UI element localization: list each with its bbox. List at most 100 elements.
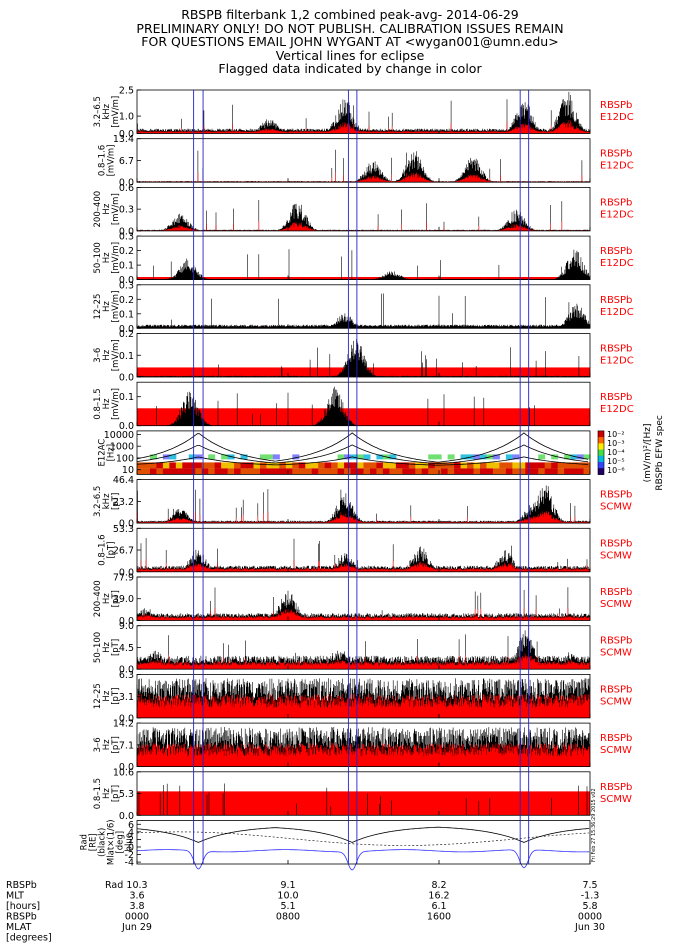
spec-cell: [143, 462, 151, 469]
instrument-label: SCMW: [600, 648, 632, 659]
colorbar-label-2: RBSPb EFW spec: [655, 415, 665, 491]
axis-value: 1600: [427, 912, 451, 923]
y-tick-label: 10000: [104, 430, 134, 441]
spec-cell: [492, 462, 500, 469]
spec-cell: [253, 468, 261, 475]
spec-cell: [479, 468, 487, 475]
instrument-label: E12DC: [600, 404, 634, 415]
spec-cell: [253, 462, 261, 469]
spec-cell: [467, 462, 475, 469]
axis-value: 10.3: [126, 880, 147, 891]
y-label-line: Mlat×(1/6): [107, 819, 117, 865]
y-label-line: [mV/m]: [111, 291, 121, 323]
instrument-label: SCMW: [600, 745, 632, 756]
y-label-line: Hz: [102, 349, 112, 360]
black-signal: [136, 587, 590, 621]
y-label-line: 0.8–1.6: [98, 534, 108, 565]
y-tick-label: 0.0: [119, 226, 134, 237]
instrument-label: SCMW: [600, 599, 632, 610]
spec-cell: [350, 462, 358, 469]
header: RBSPB filterbank 1,2 combined peak-avg- …: [0, 8, 700, 76]
spec-cell: [421, 468, 429, 475]
y-label-line: Rad: [80, 834, 90, 850]
spec-cell: [350, 468, 358, 475]
axis-value: Jun 30: [574, 922, 605, 933]
y-label-line: Hz: [102, 301, 112, 312]
y-tick-label: 6.3: [119, 670, 134, 681]
spec-cell: [408, 462, 416, 469]
black-signal: [136, 249, 590, 280]
panel-frame: [136, 576, 591, 621]
panel-frame: [136, 138, 591, 183]
y-tick-label: 5.3: [119, 789, 134, 800]
colorbar-cell: [598, 455, 604, 463]
black-signal: [136, 538, 590, 572]
spec-cell: [583, 462, 591, 469]
axis-value: 3.8: [129, 901, 144, 912]
spec-cell: [279, 462, 287, 469]
spec-cell: [428, 468, 436, 475]
spec-cell: [415, 462, 423, 469]
y-axis-label: 3–6 Hz [pT]: [93, 736, 121, 753]
spec-cell: [376, 454, 384, 460]
instrument-label: RBSPb: [600, 246, 632, 257]
y-tick-label: 0.6: [119, 183, 134, 194]
axis-value: 7.5: [582, 880, 597, 891]
y-label-line: [mV/m]: [111, 242, 121, 274]
y-label-line: [mV/m]: [111, 339, 121, 371]
flag-note: Flagged data indicated by change in colo…: [218, 61, 482, 76]
y-tick-label: 0.1: [119, 351, 134, 362]
y-label-line: blue: [125, 833, 135, 851]
spec-cell: [188, 454, 196, 460]
spec-cell: [557, 468, 565, 475]
y-tick-label: 77.9: [113, 573, 134, 584]
spec-cell: [337, 468, 345, 475]
timestamp-text: Fri Feb 27 15:36:29 2015 v02: [591, 788, 597, 862]
spec-cell: [266, 454, 274, 460]
spec-cell: [344, 454, 352, 460]
axis-value: -1.3: [581, 891, 600, 902]
spec-cell: [344, 462, 352, 469]
instrument-label: RBSPb: [600, 733, 632, 744]
black-signal: [136, 293, 590, 329]
spec-cell: [162, 454, 170, 460]
y-label-line: E12AC: [98, 439, 108, 467]
spec-cell: [221, 454, 229, 460]
spec-cell: [169, 454, 177, 460]
panel-frame: [136, 235, 591, 281]
y-label-line: Hz: [102, 398, 112, 409]
row-label: MLAT: [6, 922, 31, 933]
axis-value: 6.1: [431, 901, 446, 912]
axis-value: 3.6: [129, 891, 144, 902]
instrument-label: RBSPb: [600, 100, 632, 111]
spec-cell: [460, 454, 468, 460]
y-axis-label: 0.8–1.6 [mV/m]: [98, 145, 117, 177]
instrument-label: RBSPb: [600, 197, 632, 208]
spec-cell: [208, 468, 216, 475]
y-label-line: 0.8–1.6: [98, 145, 108, 176]
y-axis-label: 200–400 Hz [mV/m]: [93, 191, 121, 228]
spec-cell: [564, 454, 572, 460]
instrument-label: RBSPb: [600, 392, 632, 403]
axis-value: 0000: [125, 912, 149, 923]
instrument-label: E12DC: [600, 161, 634, 172]
spec-cell: [311, 462, 319, 469]
y-label-line: Hz: [102, 593, 112, 604]
timestamp-stamp: Fri Feb 27 15:36:29 2015 v02: [591, 788, 597, 862]
spec-cell: [454, 468, 462, 475]
spec-cell: [156, 468, 164, 475]
instrument-label: RBSPb: [600, 684, 632, 695]
spec-cell: [208, 462, 216, 469]
instrument-label: RBSPb: [600, 149, 632, 160]
y-label-line: 3–6: [93, 737, 103, 752]
y-tick-label: 0.0: [119, 275, 134, 286]
spec-cell: [479, 462, 487, 469]
spec-cell: [305, 468, 313, 475]
spec-cell: [272, 454, 280, 460]
axis-value: 9.1: [280, 880, 295, 891]
y-label-line: Hz: [102, 690, 112, 701]
y-axis-label: 200–400 Hz [pT]: [93, 580, 121, 617]
colorbar-label: (mV/m)²/[Hz] RBSPb EFW spec: [643, 415, 665, 491]
spec-cell: [221, 462, 229, 469]
